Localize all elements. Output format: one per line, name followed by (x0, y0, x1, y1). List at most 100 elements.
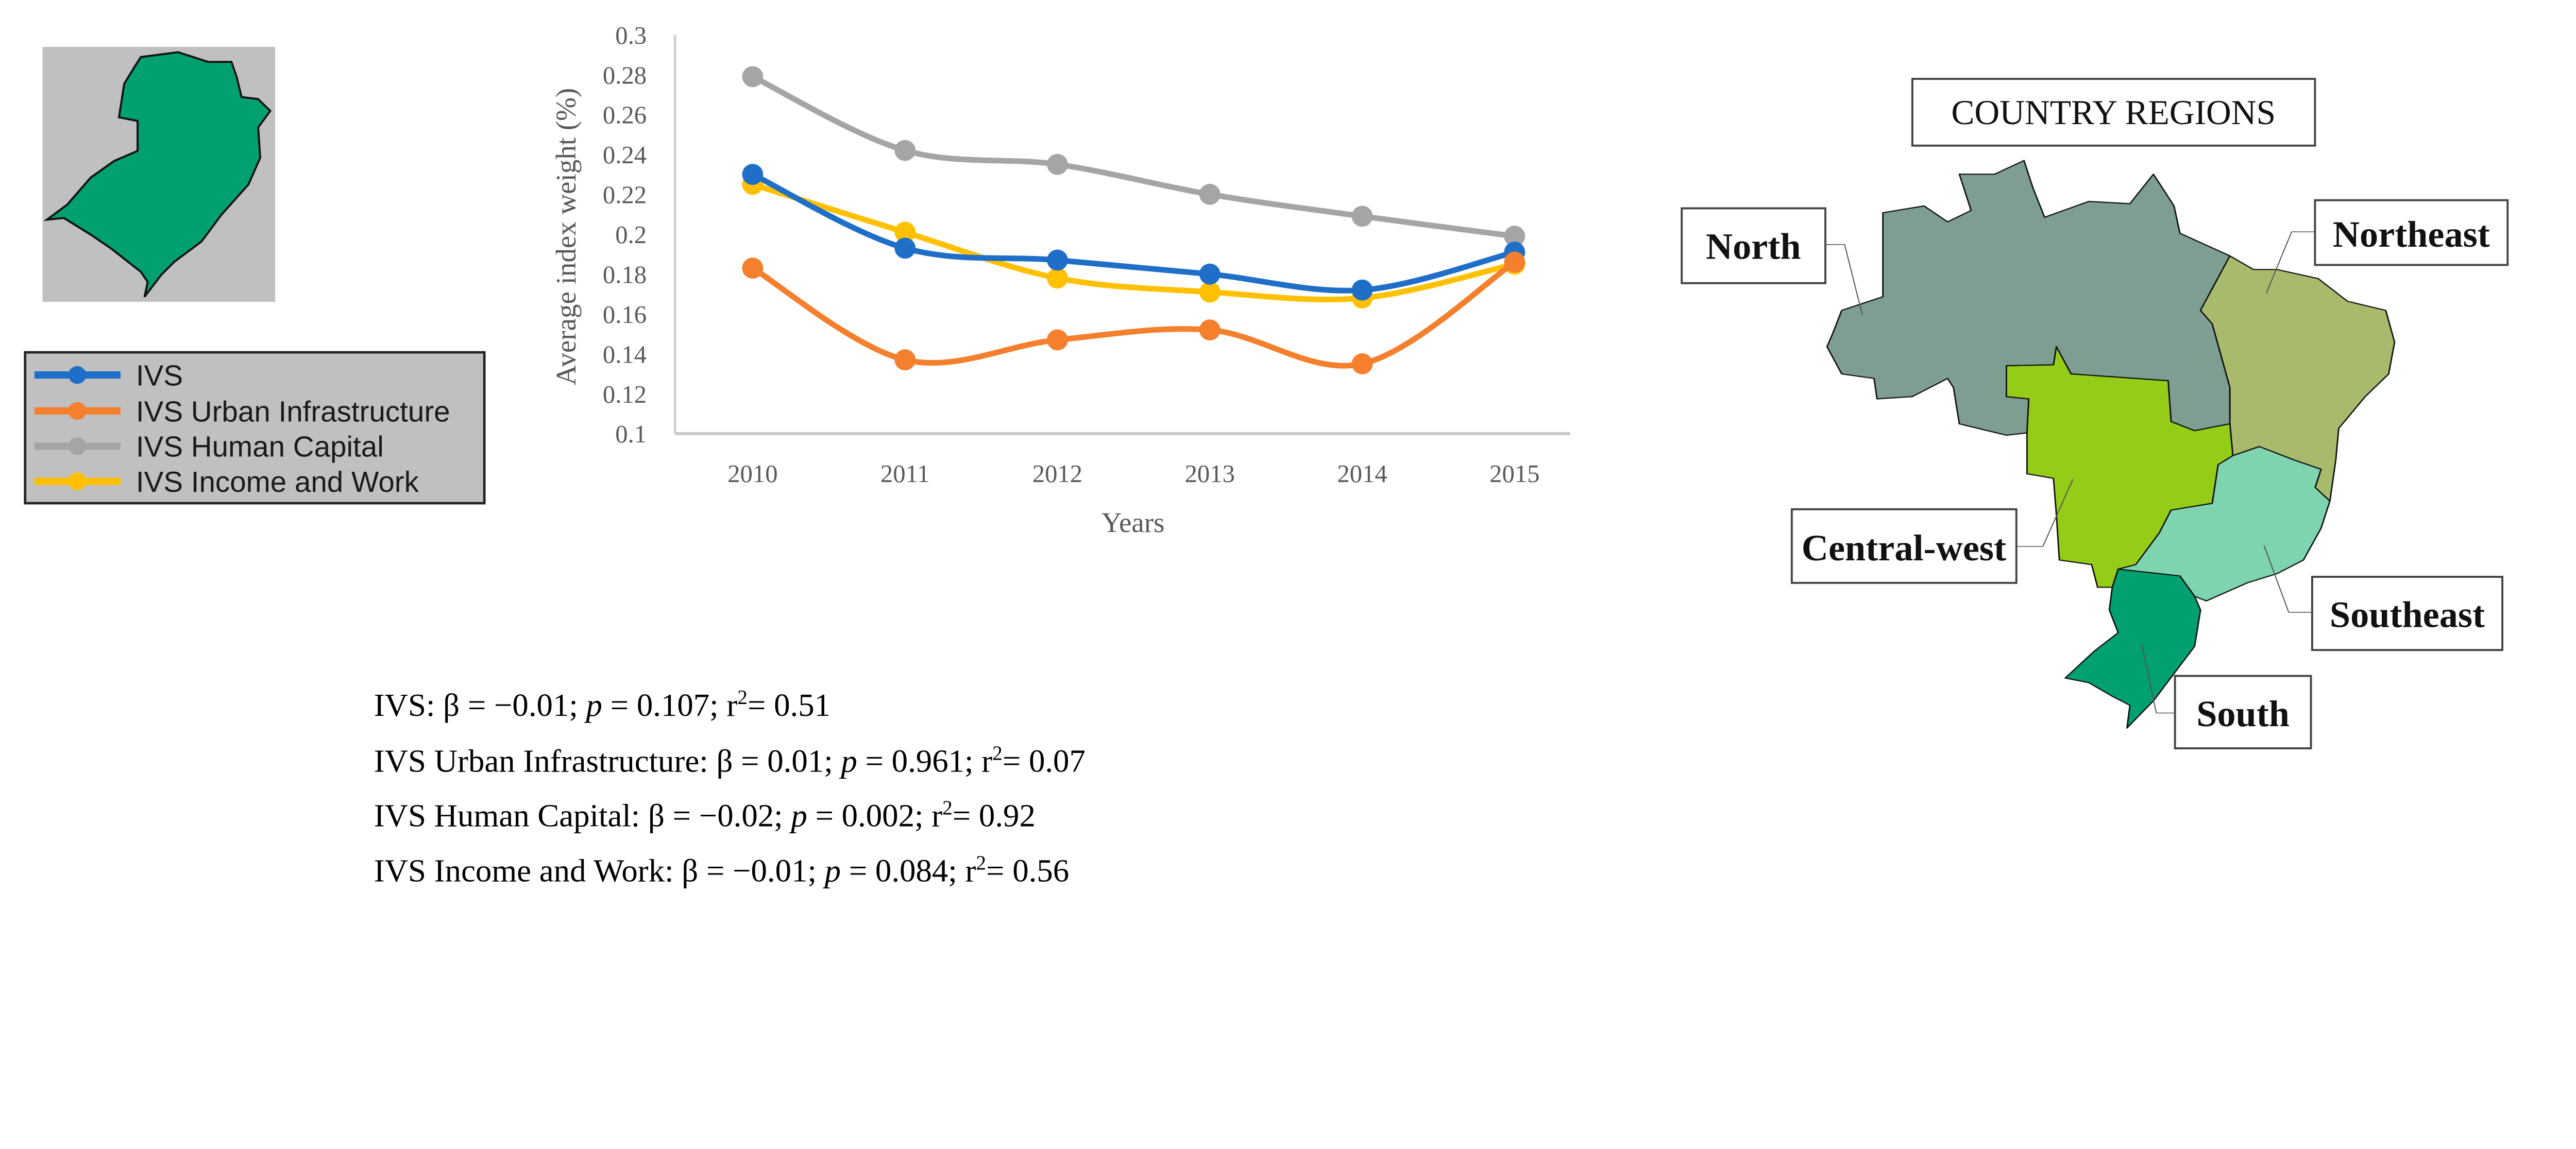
leader-lines (1825, 231, 2315, 714)
stat-sup: 2 (942, 797, 953, 819)
legend-item: IVS Urban Infrastructure (34, 395, 450, 427)
stat-p_sym: p (823, 852, 841, 888)
stat-beta: β = −0.01; (443, 687, 578, 723)
stat-p_sym: p (839, 743, 857, 779)
series-line (750, 259, 1518, 369)
stat-r: r (726, 687, 737, 723)
map-title-box (1911, 78, 2316, 147)
inset-map (42, 47, 276, 302)
data-point (1047, 329, 1068, 351)
stat-p: = 0.107; (611, 687, 719, 723)
legend-swatch-marker (68, 366, 87, 384)
label-central-west: Central-west (1802, 527, 2006, 569)
data-point (894, 237, 916, 259)
stat-p_sym: p (584, 687, 602, 723)
data-point (894, 349, 916, 371)
label-north: North (1706, 226, 1801, 267)
y-tick-label: 0.14 (603, 340, 647, 368)
y-tick-label: 0.22 (603, 181, 647, 209)
legend-label: IVS (136, 359, 183, 392)
x-tick-label: 2015 (1489, 460, 1539, 488)
data-point (1199, 281, 1221, 303)
x-tick-label: 2011 (880, 460, 930, 488)
data-point (1199, 263, 1221, 285)
legend-item: IVS Income and Work (34, 466, 419, 498)
stat-beta: β = −0.02; (648, 798, 783, 834)
x-tick-label: 2013 (1185, 460, 1235, 488)
legend-label: IVS Income and Work (136, 466, 419, 498)
data-point (1351, 279, 1373, 301)
stat-line: IVS Urban Infrastructure: β = 0.01; p = … (374, 742, 1086, 779)
x-tick-label: 2014 (1337, 460, 1387, 488)
data-point (1047, 267, 1068, 289)
y-tick-label: 0.2 (615, 221, 647, 249)
line-chart: 0.1 0.12 0.14 0.16 0.18 0.2 0.22 0.24 0.26 0.28 0.… (550, 22, 1570, 538)
data-point (1199, 183, 1221, 205)
stat-r: r (981, 743, 992, 779)
stat-beta: β = 0.01; (716, 743, 833, 779)
stat-beta: β = −0.01; (682, 852, 817, 888)
series-ivs-urban-infrastructure (742, 251, 1526, 374)
stat-p: = 0.961; (866, 743, 974, 779)
stat-sup: 2 (976, 852, 986, 874)
y-tick-label: 0.3 (615, 22, 647, 49)
data-point (1351, 353, 1373, 374)
label-box-northeast (2314, 199, 2509, 266)
label-south: South (2196, 693, 2290, 734)
label-box-southeast (2311, 576, 2504, 651)
label-box-central-west (1790, 508, 2018, 584)
region-southeast-shape (2117, 445, 2331, 602)
data-point (1047, 249, 1068, 271)
label-southeast: Southeast (2330, 594, 2485, 635)
stat-line: IVS: β = −0.01; p = 0.107; r2= 0.51 (374, 687, 831, 724)
legend-swatch-marker (68, 402, 87, 420)
series-ivs (742, 164, 1526, 301)
data-point (1504, 226, 1526, 247)
stat-r2: = 0.56 (986, 852, 1069, 888)
stat-sup: 2 (737, 687, 748, 709)
series-line (750, 172, 1518, 294)
series-line (750, 181, 1518, 303)
stat-p: = 0.084; (849, 852, 957, 888)
stat-label: IVS Income and Work: (374, 852, 674, 888)
data-point (894, 221, 916, 243)
south-region-shape (43, 51, 272, 298)
y-tick-label: 0.1 (615, 420, 647, 448)
stat-label: IVS: (374, 687, 435, 723)
stat-line: IVS Income and Work: β = −0.01; p = 0.08… (374, 852, 1069, 889)
stat-r2: = 0.92 (953, 798, 1036, 834)
series-ivs-income-and-work (742, 174, 1526, 309)
series-ivs-human-capital (742, 66, 1526, 247)
legend-item: IVS (34, 359, 183, 392)
map-title: COUNTRY REGIONS (1951, 93, 2276, 132)
stat-r: r (931, 798, 942, 834)
data-point (742, 164, 764, 185)
data-point (742, 258, 764, 279)
region-south-shape (2064, 568, 2201, 729)
stat-p_sym: p (789, 798, 807, 834)
y-tick-label: 0.28 (603, 61, 647, 89)
data-point (1199, 319, 1221, 341)
stat-p: = 0.002; (816, 798, 924, 834)
y-axis-title: Average index weight (%) (550, 88, 582, 385)
y-tick-label: 0.26 (603, 101, 647, 129)
stat-r2: = 0.07 (1003, 743, 1086, 779)
legend-label: IVS Urban Infrastructure (136, 395, 450, 427)
y-tick-label: 0.12 (603, 381, 647, 408)
series-line (750, 74, 1518, 239)
label-box-north (1681, 207, 1826, 284)
x-tick-label: 2010 (727, 460, 777, 488)
legend-item: IVS Human Capital (34, 431, 384, 463)
stat-r: r (965, 852, 976, 888)
data-point (1047, 153, 1068, 175)
legend-swatch-marker (68, 437, 87, 455)
legend-swatch-marker (68, 472, 87, 490)
data-point (1351, 205, 1373, 227)
data-point (894, 140, 916, 161)
stat-r2: = 0.51 (748, 687, 831, 723)
y-tick-label: 0.24 (603, 141, 647, 169)
y-tick-label: 0.16 (603, 301, 647, 329)
